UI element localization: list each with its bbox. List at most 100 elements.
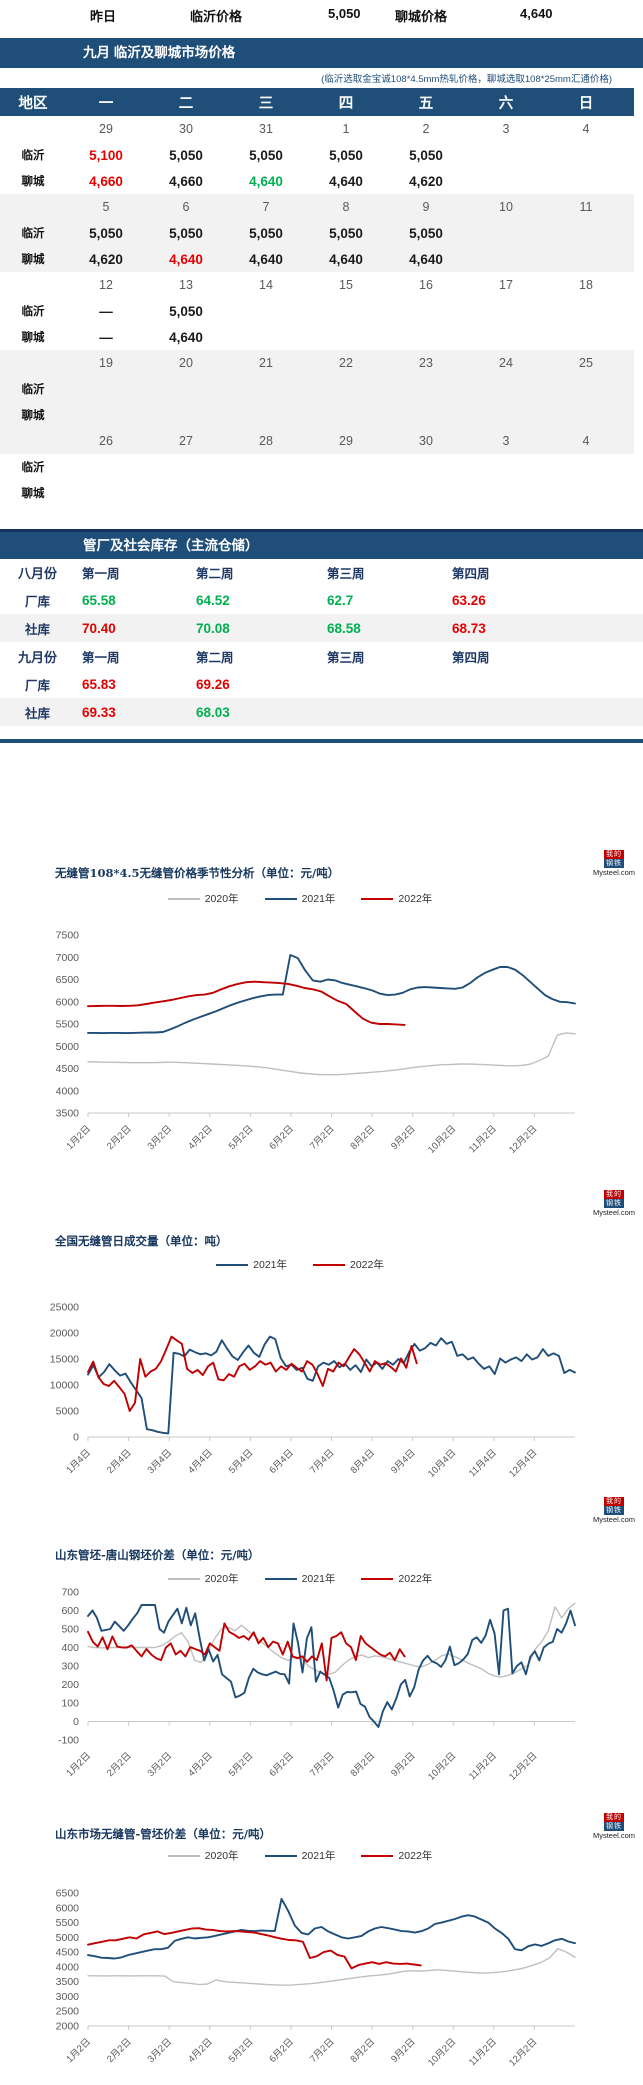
series-2021年: [87, 1604, 576, 1728]
chart-legend: 2020年 2021年 2022年: [0, 891, 600, 906]
chart-legend: 2020年 2021年 2022年: [0, 1571, 600, 1586]
region-row-label: 临沂: [21, 304, 45, 318]
date-cell: 18: [579, 278, 593, 292]
svg-text:3月4日: 3月4日: [146, 1447, 175, 1476]
date-cell: 27: [146, 428, 226, 454]
price-cell: [466, 454, 546, 480]
svg-text:3500: 3500: [56, 1976, 80, 1988]
price-cell: [306, 376, 386, 402]
svg-text:3500: 3500: [56, 1108, 80, 1120]
svg-text:6月2日: 6月2日: [267, 2036, 296, 2065]
inventory-section-title: 管厂及社会库存（主流仓储）: [83, 538, 259, 553]
price-cell: 5,050: [409, 147, 443, 163]
legend-label: 2021年: [301, 893, 336, 905]
svg-text:6500: 6500: [56, 1888, 80, 1900]
date-cell: 9: [386, 194, 466, 220]
inventory-row: 社库 70.40 70.08 68.58 68.73: [0, 614, 643, 642]
svg-text:4月4日: 4月4日: [186, 1447, 215, 1476]
legend-item: 2022年: [313, 1257, 384, 1272]
svg-text:11月2日: 11月2日: [467, 1750, 499, 1782]
series-2022年: [87, 1335, 418, 1412]
date-cell: 20: [146, 350, 226, 376]
filler: [626, 454, 634, 480]
filler: [566, 670, 643, 698]
price-cell: 5,050: [306, 220, 386, 246]
date-cell: 31: [259, 122, 273, 136]
price-row-liaocheng: 聊城 4,660 4,660 4,640 4,640 4,620: [0, 168, 634, 194]
price-row-liaocheng: 聊城 4,620 4,640 4,640 4,640 4,640: [0, 246, 634, 272]
svg-text:600: 600: [61, 1605, 79, 1617]
date-cell: 30: [179, 122, 193, 136]
chart-title: 无缝管108*4.5无缝管价格季节性分析（单位：元/吨）: [55, 866, 340, 880]
svg-text:300: 300: [61, 1661, 79, 1673]
chart-plot: 700 600 500 400 300 200 100 0 -100 1月2日 2月2日 3月2日 4月…: [58, 1587, 576, 1783]
price-cell: [306, 324, 386, 350]
row-label-empty: [0, 116, 66, 142]
mysteel-site-text: Mysteel.com: [592, 1208, 636, 1217]
legend-label: 2021年: [301, 1850, 336, 1862]
price-cell: 5,100: [89, 147, 123, 163]
inventory-table: 八月份 第一周 第二周 第三周 第四周 厂库 65.58 64.52 62.7 63.26 社库 70…: [0, 558, 643, 726]
legend-label: 2022年: [398, 1850, 433, 1862]
month-label: 八月份: [17, 566, 57, 582]
price-cell: [66, 454, 146, 480]
legend-item: 2021年: [264, 891, 336, 906]
svg-text:400: 400: [61, 1642, 79, 1654]
svg-text:12月2日: 12月2日: [507, 1123, 539, 1155]
price-cell: [386, 480, 466, 506]
legend-item: 2021年: [264, 1848, 336, 1863]
price-cell: [226, 402, 306, 428]
price-section-banner: 九月 临沂及聊城市场价格: [0, 38, 643, 68]
inventory-value: 68.03: [190, 698, 321, 726]
svg-text:5月4日: 5月4日: [227, 1447, 256, 1476]
price-cell: 4,620: [66, 246, 146, 272]
series-2022年: [87, 1927, 422, 1970]
filler: [626, 402, 634, 428]
svg-text:11月2日: 11月2日: [467, 2036, 499, 2068]
section-divider: [0, 739, 643, 743]
inventory-value: 63.26: [452, 592, 486, 608]
mysteel-logo-mark: 我的: [604, 850, 624, 859]
svg-text:3000: 3000: [56, 1991, 80, 2003]
svg-text:7500: 7500: [56, 930, 80, 942]
svg-text:6000: 6000: [56, 996, 80, 1008]
svg-text:4500: 4500: [56, 1947, 80, 1959]
calendar-dates-row: 12 13 14 15 16 17 18: [0, 272, 634, 298]
row-label-empty: [0, 350, 66, 376]
price-cell: [306, 402, 386, 428]
price-cell: [466, 168, 546, 194]
filler: [566, 642, 643, 670]
price-cell: [546, 454, 626, 480]
inventory-value: 69.33: [76, 698, 190, 726]
row-label-empty: [0, 194, 66, 220]
inventory-value: 65.58: [82, 592, 116, 608]
inventory-row: 社库 69.33 68.03: [0, 698, 643, 726]
svg-text:4月2日: 4月2日: [186, 2036, 215, 2065]
price-cell: [306, 454, 386, 480]
filler: [626, 272, 634, 298]
chart-plot: 7500 7000 6500 6000 5500 5000 4500 4000 3500 1月2日…: [56, 930, 576, 1156]
legend-label: 2022年: [398, 893, 433, 905]
day-header: 一: [66, 88, 146, 116]
price-row-liaocheng: 聊城: [0, 480, 634, 506]
svg-text:7000: 7000: [56, 952, 80, 964]
svg-text:11月2日: 11月2日: [467, 1123, 499, 1155]
date-cell: 21: [226, 350, 306, 376]
series-2022年: [87, 1622, 406, 1682]
mysteel-logo-mark: 我的: [604, 1813, 624, 1822]
svg-text:6月2日: 6月2日: [267, 1123, 296, 1152]
calendar-dates-row: 29 30 31 1 2 3 4: [0, 116, 634, 142]
svg-text:7月4日: 7月4日: [308, 1447, 337, 1476]
inventory-value: 64.52: [196, 592, 230, 608]
mysteel-logo: 我的 钢铁 Mysteel.com: [589, 1497, 639, 1524]
week-header: 第三周: [327, 649, 365, 665]
price-cell: [466, 142, 546, 168]
price-cell: 5,050: [329, 147, 363, 163]
month-label: 九月份: [17, 650, 57, 666]
day-header: 六: [466, 88, 546, 116]
week-header: 第四周: [452, 649, 490, 665]
chart-plot: 6500 6000 5500 5000 4500 4000 3500 3000 2500 2000…: [56, 1888, 576, 2069]
price-cell: 4,640: [169, 329, 203, 345]
price-cell: [546, 298, 626, 324]
mysteel-logo-mark: 钢铁: [604, 1506, 624, 1515]
